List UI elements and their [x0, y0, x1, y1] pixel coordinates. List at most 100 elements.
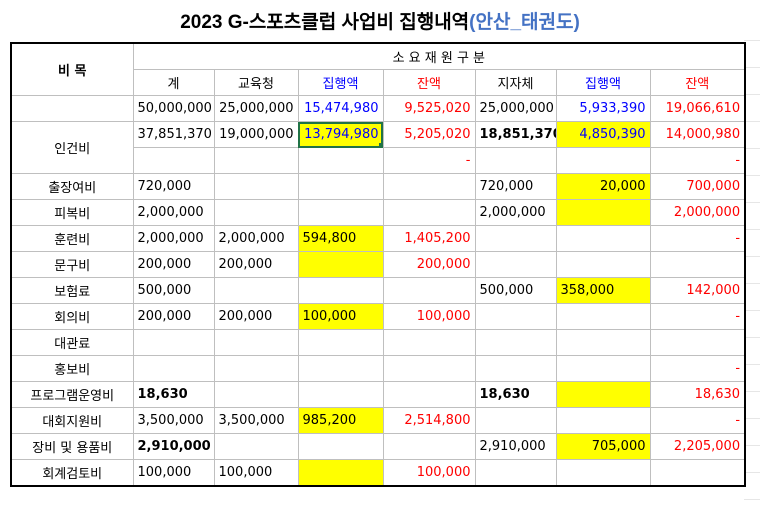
cell-local-gov[interactable]: [474, 147, 557, 174]
cell-local-balance[interactable]: -: [649, 147, 746, 174]
cell-edu-balance[interactable]: [382, 433, 476, 460]
cell-edu-balance[interactable]: 5,205,020: [382, 121, 476, 148]
cell-local-balance[interactable]: 14,000,980: [649, 121, 746, 148]
cell-edu-executed[interactable]: [297, 459, 384, 487]
total-edu-office[interactable]: 25,000,000: [213, 95, 299, 122]
total-local-executed[interactable]: 5,933,390: [555, 95, 651, 122]
cell-edu-executed[interactable]: [297, 329, 384, 356]
cell-sum[interactable]: 100,000: [132, 459, 215, 487]
row-label[interactable]: 회의비: [10, 303, 134, 330]
cell-edu-office[interactable]: 200,000: [213, 251, 299, 278]
cell-sum[interactable]: 500,000: [132, 277, 215, 304]
cell-edu-office[interactable]: [213, 355, 299, 382]
cell-local-gov[interactable]: 2,000,000: [474, 199, 557, 226]
cell-edu-executed-selected[interactable]: 13,794,980: [297, 121, 384, 148]
cell-sum[interactable]: 2,000,000: [132, 225, 215, 252]
row-label[interactable]: 인건비: [10, 121, 134, 174]
cell-sum[interactable]: [132, 147, 215, 174]
cell-local-executed[interactable]: [555, 303, 651, 330]
cell-sum[interactable]: 2,000,000: [132, 199, 215, 226]
cell-local-gov[interactable]: [474, 251, 557, 278]
total-edu-executed[interactable]: 15,474,980: [297, 95, 384, 122]
cell-edu-office[interactable]: [213, 381, 299, 408]
cell-edu-balance[interactable]: -: [382, 147, 476, 174]
cell-local-executed[interactable]: [555, 251, 651, 278]
cell-edu-office[interactable]: [213, 329, 299, 356]
cell-edu-balance[interactable]: 1,405,200: [382, 225, 476, 252]
header-col-total[interactable]: 계: [132, 69, 215, 96]
cell-local-balance[interactable]: 700,000: [649, 173, 746, 200]
cell-local-executed[interactable]: [555, 225, 651, 252]
cell-sum[interactable]: 200,000: [132, 251, 215, 278]
header-group[interactable]: 소 요 재 원 구 분: [132, 42, 746, 70]
cell-local-balance[interactable]: [649, 251, 746, 278]
cell-edu-executed[interactable]: [297, 199, 384, 226]
cell-edu-executed[interactable]: [297, 381, 384, 408]
cell-local-balance[interactable]: 2,000,000: [649, 199, 746, 226]
header-col-local-executed[interactable]: 집행액: [555, 69, 651, 96]
cell-local-gov[interactable]: [474, 329, 557, 356]
cell-edu-office[interactable]: 2,000,000: [213, 225, 299, 252]
cell-edu-office[interactable]: 200,000: [213, 303, 299, 330]
cell-edu-executed[interactable]: 985,200: [297, 407, 384, 434]
cell-edu-office[interactable]: [213, 277, 299, 304]
cell-local-executed[interactable]: 20,000: [555, 173, 651, 200]
cell-local-executed[interactable]: [555, 355, 651, 382]
totals-label-cell[interactable]: [10, 95, 134, 122]
total-edu-balance[interactable]: 9,525,020: [382, 95, 476, 122]
cell-edu-executed[interactable]: [297, 147, 384, 174]
header-col-edu-office[interactable]: 교육청: [213, 69, 299, 96]
cell-local-balance[interactable]: 2,205,000: [649, 433, 746, 460]
cell-edu-office[interactable]: [213, 173, 299, 200]
row-label[interactable]: 대회지원비: [10, 407, 134, 434]
cell-edu-office[interactable]: [213, 199, 299, 226]
row-label[interactable]: 홍보비: [10, 355, 134, 382]
cell-local-executed[interactable]: [555, 459, 651, 487]
cell-local-executed[interactable]: [555, 329, 651, 356]
cell-sum[interactable]: [132, 355, 215, 382]
cell-local-balance[interactable]: -: [649, 355, 746, 382]
row-label[interactable]: 훈련비: [10, 225, 134, 252]
cell-edu-executed[interactable]: [297, 355, 384, 382]
cell-local-executed[interactable]: [555, 407, 651, 434]
cell-local-balance[interactable]: [649, 329, 746, 356]
cell-local-executed[interactable]: 358,000: [555, 277, 651, 304]
cell-edu-balance[interactable]: [382, 277, 476, 304]
row-label[interactable]: 출장여비: [10, 173, 134, 200]
total-local-gov[interactable]: 25,000,000: [474, 95, 557, 122]
cell-edu-office[interactable]: [213, 433, 299, 460]
total-local-balance[interactable]: 19,066,610: [649, 95, 746, 122]
cell-edu-balance[interactable]: [382, 199, 476, 226]
row-label[interactable]: 문구비: [10, 251, 134, 278]
cell-local-gov[interactable]: 720,000: [474, 173, 557, 200]
cell-sum[interactable]: 200,000: [132, 303, 215, 330]
cell-edu-office[interactable]: 100,000: [213, 459, 299, 487]
cell-edu-office[interactable]: [213, 147, 299, 174]
cell-edu-executed[interactable]: [297, 251, 384, 278]
row-label[interactable]: 프로그램운영비: [10, 381, 134, 408]
cell-sum[interactable]: 37,851,370: [132, 121, 215, 148]
row-label[interactable]: 피복비: [10, 199, 134, 226]
cell-local-executed[interactable]: 705,000: [555, 433, 651, 460]
cell-sum[interactable]: 2,910,000: [132, 433, 215, 460]
cell-edu-office[interactable]: 3,500,000: [213, 407, 299, 434]
header-col-local-gov[interactable]: 지자체: [474, 69, 557, 96]
header-col-edu-executed[interactable]: 집행액: [297, 69, 384, 96]
cell-local-balance[interactable]: -: [649, 303, 746, 330]
cell-local-gov[interactable]: 18,851,370: [474, 121, 557, 148]
cell-edu-balance[interactable]: 100,000: [382, 459, 476, 487]
cell-edu-executed[interactable]: 594,800: [297, 225, 384, 252]
fill-handle[interactable]: [378, 143, 382, 147]
cell-local-executed[interactable]: [555, 199, 651, 226]
header-col-local-balance[interactable]: 잔액: [649, 69, 746, 96]
cell-edu-office[interactable]: 19,000,000: [213, 121, 299, 148]
cell-edu-executed[interactable]: 100,000: [297, 303, 384, 330]
cell-edu-balance[interactable]: 200,000: [382, 251, 476, 278]
header-item[interactable]: 비 목: [10, 42, 134, 96]
cell-local-executed[interactable]: 4,850,390: [555, 121, 651, 148]
cell-local-gov[interactable]: [474, 459, 557, 487]
cell-edu-executed[interactable]: [297, 173, 384, 200]
cell-sum[interactable]: 3,500,000: [132, 407, 215, 434]
row-label[interactable]: 보험료: [10, 277, 134, 304]
cell-edu-executed[interactable]: [297, 433, 384, 460]
